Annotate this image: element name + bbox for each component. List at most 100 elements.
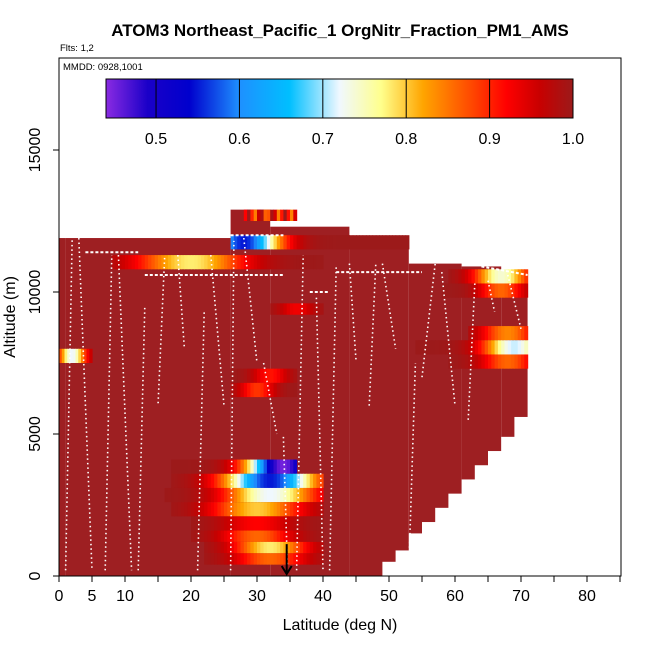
band-cell <box>296 516 301 531</box>
band-cell <box>194 255 199 270</box>
band-cell <box>501 326 506 341</box>
flights-label: Flts: 1,2 <box>60 43 94 54</box>
band-cell <box>501 340 506 355</box>
band-cell <box>474 326 479 341</box>
band-cell <box>204 459 209 474</box>
band-cell <box>233 541 238 554</box>
band-cell <box>174 459 179 474</box>
band-cell <box>210 516 215 531</box>
band-cell <box>286 487 291 503</box>
band-cell <box>266 368 271 383</box>
band-cell <box>481 340 486 355</box>
band-cell <box>210 530 215 542</box>
band-cell <box>233 473 238 488</box>
band-cell <box>286 255 291 270</box>
band-cell <box>78 348 82 363</box>
band-cell <box>217 516 222 531</box>
colorbar-tick-label: 0.8 <box>395 131 417 148</box>
band-cell <box>494 269 499 284</box>
flight-track <box>315 297 324 571</box>
x-axis-label: Latitude (deg N) <box>283 617 398 634</box>
uncovered-step <box>435 507 449 576</box>
band-cell <box>309 473 314 488</box>
band-cell <box>461 354 466 369</box>
band-cell <box>253 553 258 565</box>
band-cell <box>356 235 360 250</box>
band-cell <box>491 269 496 284</box>
band-cell <box>260 209 265 221</box>
band-cell <box>220 502 225 517</box>
band-cell <box>524 354 529 369</box>
band-cell <box>313 303 317 315</box>
band-cell <box>319 553 324 565</box>
band-cell <box>217 459 222 474</box>
band-cell <box>257 382 261 398</box>
band-cell <box>220 516 225 531</box>
band-cell <box>293 382 298 398</box>
band-cell <box>316 530 321 542</box>
band-cell <box>306 502 311 517</box>
band-cell <box>296 502 301 517</box>
band-cell <box>455 283 459 298</box>
band-cell <box>290 255 294 270</box>
band-cell <box>250 502 255 517</box>
y-axis-label: Altitude (m) <box>2 276 19 358</box>
band-cell <box>293 303 298 315</box>
band-cell <box>303 487 308 503</box>
band-cell <box>385 235 390 250</box>
band-cell <box>138 255 143 270</box>
band-cell <box>524 340 529 355</box>
band-cell <box>217 502 222 517</box>
band-cell <box>461 269 466 284</box>
band-cell <box>86 348 90 363</box>
band-cell <box>83 348 88 363</box>
band-cell <box>286 516 291 531</box>
x-tick-label: 20 <box>182 588 200 605</box>
band-cell <box>293 553 298 565</box>
band-cell <box>263 382 268 398</box>
band-cell <box>263 235 268 250</box>
band-cell <box>316 487 321 503</box>
band-cell <box>299 255 304 270</box>
band-cell <box>290 553 294 565</box>
band-cell <box>144 255 149 270</box>
band-cell <box>260 541 265 554</box>
band-cell <box>296 255 301 270</box>
band-cell <box>276 209 281 221</box>
band-cell <box>484 354 489 369</box>
band-cell <box>204 530 209 542</box>
band-cell <box>227 553 232 565</box>
band-cell <box>260 502 265 517</box>
band-cell <box>309 516 314 531</box>
band-cell <box>494 283 499 298</box>
band-cell <box>319 255 324 270</box>
band-cell <box>230 541 235 554</box>
band-cell <box>197 516 202 531</box>
band-cell <box>270 459 275 474</box>
band-cell <box>210 541 215 554</box>
band-cell <box>89 348 93 363</box>
band-cell <box>448 283 453 298</box>
band-cell <box>280 235 284 250</box>
band-cell <box>299 473 304 488</box>
band-cell <box>303 516 308 531</box>
band-cell <box>514 326 519 341</box>
flight-track <box>243 237 258 364</box>
band-cell <box>481 326 486 341</box>
band-cell <box>326 235 331 250</box>
band-cell <box>67 348 71 363</box>
band-cell <box>263 368 268 383</box>
band-cell <box>224 530 228 542</box>
uncovered-step <box>501 436 515 576</box>
band-cell <box>286 459 291 474</box>
band-cell <box>263 516 268 531</box>
uncovered-step <box>408 533 423 576</box>
band-cell <box>220 530 225 542</box>
band-cell <box>283 530 288 542</box>
band-cell <box>273 516 278 531</box>
band-cell <box>253 487 258 503</box>
band-cell <box>494 340 499 355</box>
band-cell <box>128 255 133 270</box>
band-cell <box>293 530 298 542</box>
band-cell <box>266 541 271 554</box>
